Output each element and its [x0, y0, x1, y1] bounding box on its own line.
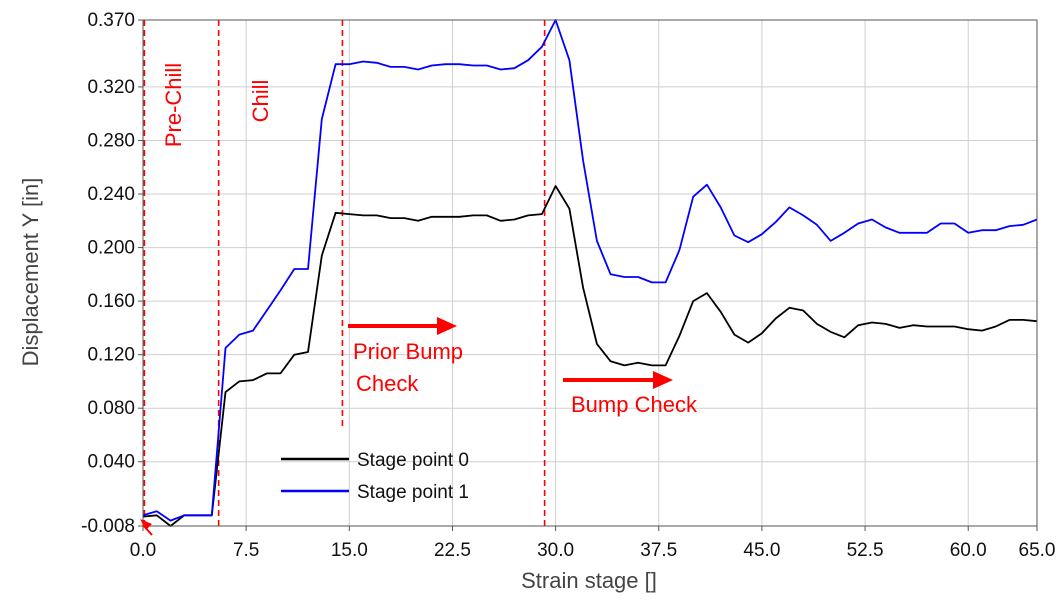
- x-tick-label: 30.0: [537, 540, 574, 561]
- y-tick-label: -0.008: [81, 516, 135, 537]
- legend-label-stage-point-1: Stage point 1: [357, 482, 469, 503]
- annotation-bump-check: Bump Check: [571, 392, 698, 417]
- y-tick-label: 0.370: [87, 10, 135, 31]
- axis-ticks: 0.0 7.5 15.0 22.5 30.0 37.5 45.0 52.5 60.0 65.0 -0…: [81, 10, 1055, 561]
- legend-label-stage-point-0: Stage point 0: [357, 450, 469, 471]
- series-line-stage-point-0: [142, 185, 1038, 527]
- y-tick-label: 0.240: [87, 184, 135, 205]
- arrow-bump-check: [563, 371, 673, 389]
- x-tick-label: 15.0: [331, 540, 368, 561]
- x-tick-label: 45.0: [743, 540, 780, 561]
- series-lines: [142, 19, 1038, 527]
- annotation-pre-chill: Pre-Chill: [161, 63, 186, 147]
- y-tick-label: 0.200: [87, 238, 135, 259]
- y-tick-label: 0.080: [87, 398, 135, 419]
- x-tick-label: 52.5: [847, 540, 884, 561]
- x-tick-label: 7.5: [233, 540, 259, 561]
- x-tick-label: 60.0: [950, 540, 987, 561]
- legend: Stage point 0 Stage point 1: [281, 450, 469, 503]
- y-tick-label: 0.320: [87, 77, 135, 98]
- annotation-prior-bump-line1: Prior Bump: [353, 339, 463, 364]
- x-axis-title: Strain stage []: [521, 568, 657, 593]
- annotation-chill: Chill: [248, 80, 273, 123]
- annotation-prior-bump-line2: Check: [356, 371, 419, 396]
- x-tick-label: 37.5: [640, 540, 677, 561]
- x-tick-label: 22.5: [434, 540, 471, 561]
- y-tick-label: 0.120: [87, 345, 135, 366]
- y-tick-label: 0.280: [87, 130, 135, 151]
- y-tick-label: 0.040: [87, 452, 135, 473]
- y-tick-label: 0.160: [87, 291, 135, 312]
- y-axis-title: Displacement Y [in]: [18, 178, 43, 367]
- plot-frame: [142, 19, 1038, 527]
- x-tick-label: 65.0: [1019, 540, 1056, 561]
- series-line-stage-point-1: [142, 19, 1038, 522]
- x-tick-label: 0.0: [130, 540, 156, 561]
- origin-arrow: [140, 519, 153, 536]
- arrow-prior-bump-check: [348, 317, 457, 335]
- annotations: Pre-Chill Chill Prior Bump Check Bump Ch…: [140, 63, 698, 536]
